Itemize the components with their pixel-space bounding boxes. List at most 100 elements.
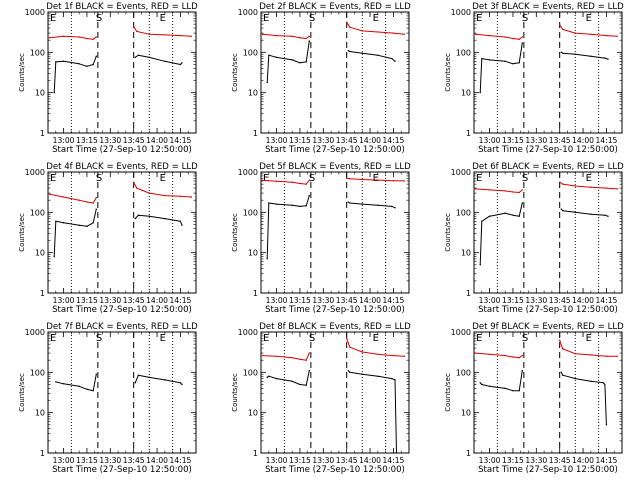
- y-tick-label: 100: [30, 48, 45, 57]
- series-lld-point: [558, 24, 561, 26]
- series-events-point: [291, 380, 293, 382]
- flag-label-1: E: [263, 13, 269, 24]
- series-lld-point: [132, 26, 135, 28]
- series-lld-point: [345, 337, 348, 339]
- series-lld-line: [346, 21, 405, 35]
- series-lld-point: [558, 181, 561, 183]
- flag-label-2: S: [522, 173, 528, 184]
- series-lld-point: [132, 181, 135, 183]
- x-tick-label: 13:30: [312, 136, 334, 145]
- series-lld-point: [488, 189, 491, 191]
- x-tick-label: 13:45: [123, 456, 145, 465]
- y-tick-label: 10: [248, 89, 258, 98]
- x-tick-label: 13:15: [76, 296, 98, 305]
- series-events-point: [268, 375, 270, 377]
- series-lld-point: [474, 188, 477, 190]
- series-events-point: [574, 53, 576, 55]
- series-lld-point: [305, 359, 307, 361]
- series-events-point: [391, 205, 393, 208]
- x-tick-label: 13:45: [336, 296, 358, 305]
- flag-label-1: E: [476, 173, 482, 184]
- series-events-point: [179, 63, 182, 66]
- series-events-point: [55, 220, 57, 222]
- series-events-point: [504, 60, 506, 62]
- flag-label-2: S: [96, 333, 102, 344]
- series-events-point: [481, 383, 483, 386]
- series-events-point: [574, 211, 576, 214]
- series-lld-point: [92, 202, 94, 204]
- x-tick-label: 13:30: [525, 296, 547, 305]
- series-lld-point: [136, 30, 138, 33]
- x-tick-label: 13:30: [99, 136, 121, 145]
- series-lld-point: [92, 38, 94, 41]
- y-tick-label: 100: [30, 208, 45, 217]
- y-tick-label: 1000: [451, 328, 471, 337]
- series-events-point: [134, 56, 136, 59]
- y-axis-title: Counts/sec: [231, 213, 239, 252]
- series-events-point: [481, 57, 483, 60]
- plot-frame: [260, 11, 410, 134]
- series-lld-line: [133, 181, 192, 198]
- series-events-point: [377, 375, 379, 377]
- series-events-point: [95, 208, 97, 210]
- x-tick-label: 14:15: [595, 296, 617, 305]
- series-events-point: [361, 52, 363, 54]
- series-lld-point: [521, 354, 523, 357]
- series-events-point: [164, 379, 166, 381]
- series-events-point: [347, 369, 349, 372]
- series-lld-point: [62, 196, 65, 198]
- series-lld-point: [558, 339, 561, 342]
- series-events-point: [512, 214, 514, 216]
- x-tick-label: 13:45: [549, 456, 571, 465]
- x-tick-label: 14:15: [595, 136, 617, 145]
- series-lld-point: [275, 34, 278, 37]
- series-events-point: [148, 56, 150, 59]
- series-lld-point: [308, 179, 310, 182]
- series-events-point: [137, 54, 140, 56]
- series-events-point: [512, 63, 514, 65]
- chart-title: Det 2f BLACK = Events, RED = LLD: [259, 2, 411, 12]
- series-events-point: [377, 204, 379, 206]
- series-lld-point: [62, 35, 65, 37]
- series-events-point: [562, 52, 564, 54]
- series-events-point: [521, 202, 523, 204]
- series-events-line: [560, 372, 607, 425]
- x-tick-label: 13:00: [266, 296, 288, 305]
- series-events-point: [518, 62, 520, 64]
- series-lld-point: [504, 36, 506, 38]
- series-events-point: [574, 377, 576, 380]
- flag-label-3: E: [160, 173, 166, 184]
- x-tick-label: 13:15: [289, 296, 311, 305]
- series-lld-point: [518, 357, 520, 359]
- series-lld-point: [504, 190, 506, 192]
- y-tick-label: 10: [35, 409, 45, 418]
- plot-frame: [47, 11, 197, 134]
- series-lld-point: [605, 34, 608, 37]
- series-lld-line: [559, 340, 618, 357]
- series-events-line: [347, 50, 396, 62]
- series-events-point: [305, 205, 307, 207]
- y-tick-label: 100: [456, 368, 471, 377]
- x-tick-label: 13:00: [266, 136, 288, 145]
- flag-label-1: E: [50, 333, 56, 344]
- series-lld-point: [349, 26, 351, 28]
- x-tick-label: 14:00: [146, 296, 168, 305]
- series-events-point: [394, 60, 396, 62]
- series-events-point: [148, 376, 150, 379]
- x-tick-label: 14:15: [595, 456, 617, 465]
- series-events-point: [377, 54, 379, 56]
- flag-label-3: E: [160, 13, 166, 24]
- series-lld-point: [590, 186, 592, 188]
- series-events-point: [560, 371, 562, 374]
- series-lld-point: [361, 30, 363, 32]
- x-tick-label: 13:30: [525, 136, 547, 145]
- series-lld-point: [78, 36, 80, 38]
- series-lld-point: [291, 35, 293, 37]
- x-tick-label: 13:00: [53, 456, 75, 465]
- series-events-point: [268, 202, 270, 204]
- series-lld-point: [95, 197, 97, 199]
- flag-label-1: E: [50, 173, 56, 184]
- series-lld-line: [475, 352, 523, 359]
